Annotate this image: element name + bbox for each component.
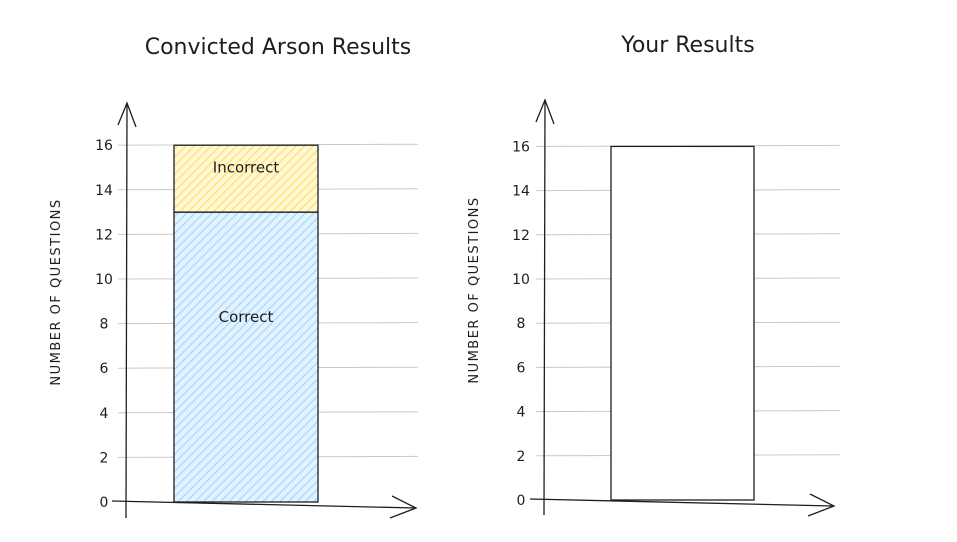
x-axis-arrow [389,495,418,519]
y-tick-label: 16 [512,139,530,155]
bar-segment-label: Correct [219,308,274,326]
y-axis-line [543,99,546,516]
y-axis-label: NUMBER OF QUESTIONS [467,196,482,383]
y-tick-label: 14 [95,183,113,199]
bar-segment [173,211,319,503]
y-tick-label: 4 [100,406,109,422]
y-tick-label: 0 [100,495,109,511]
y-tick-label: 2 [100,450,109,466]
y-tick-label: 8 [100,317,109,333]
x-axis-arrow [807,493,836,517]
y-tick-label: 16 [95,138,113,154]
y-tick-label: 0 [517,493,526,509]
y-tick-label: 6 [100,361,109,377]
y-axis-line [125,102,128,519]
y-tick-label: 4 [517,405,526,421]
y-axis-arrow [117,101,137,128]
y-axis-arrow [535,98,555,125]
x-axis-line [529,498,835,507]
bar-segment [610,145,755,501]
chart-title: Your Results [620,33,754,58]
y-tick-label: 10 [512,272,530,288]
y-tick-label: 14 [512,184,530,200]
y-tick-label: 8 [517,316,526,332]
y-axis-label: NUMBER OF QUESTIONS [49,198,64,385]
y-tick-label: 6 [517,360,526,376]
chart-title: Convicted Arson Results [145,35,412,60]
y-tick-label: 12 [512,228,530,244]
bar-segment [173,144,319,213]
bar-segment-label: Incorrect [213,159,280,177]
x-axis-line [111,500,417,509]
y-tick-label: 12 [95,227,113,243]
y-tick-label: 2 [517,449,526,465]
y-tick-label: 10 [95,272,113,288]
